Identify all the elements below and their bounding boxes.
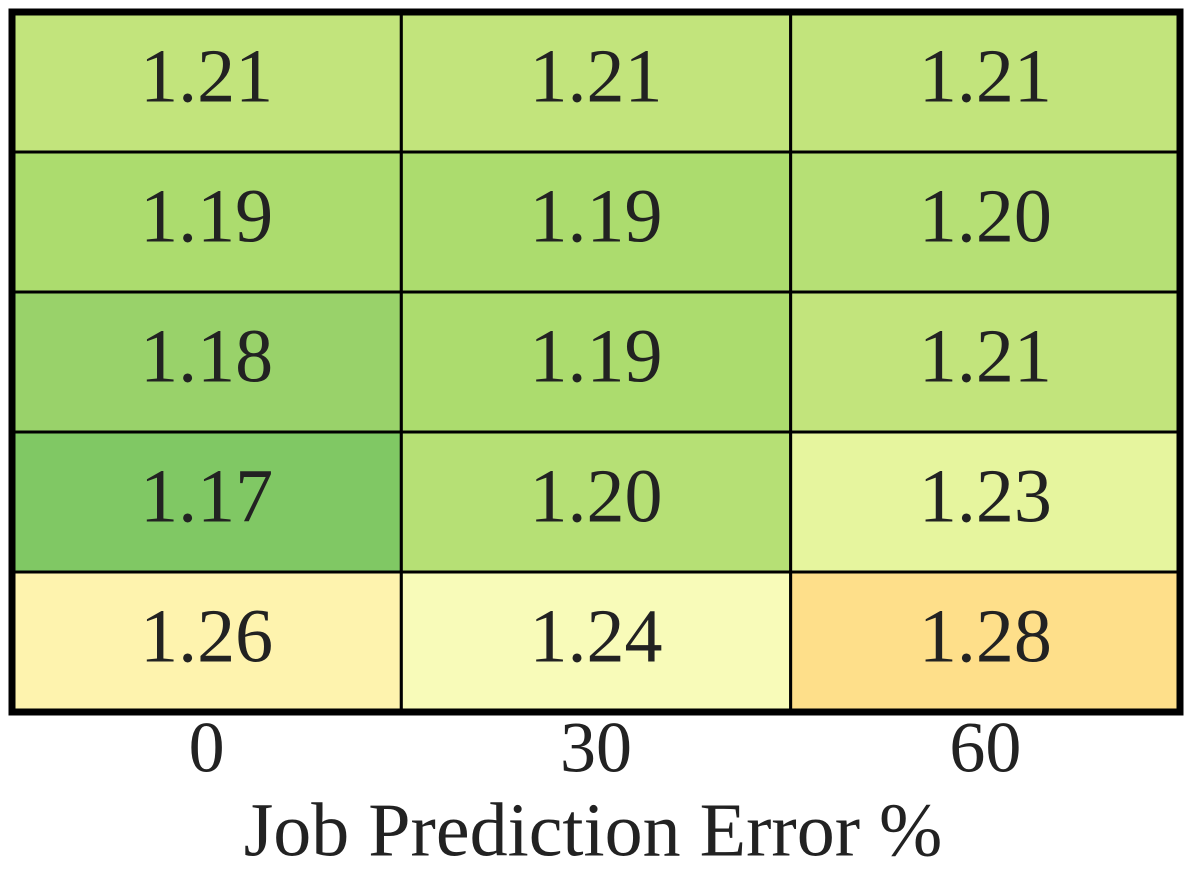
cell-label: 1.21 [530, 34, 663, 118]
heatmap-cell [10, 150, 403, 294]
x-tick-label: 30 [560, 708, 632, 788]
x-tick-label: 60 [949, 708, 1021, 788]
cell-label: 1.17 [140, 454, 273, 538]
x-axis-label: Job Prediction Error % [244, 788, 943, 872]
cell-label: 1.19 [140, 174, 273, 258]
heatmap-cell [399, 10, 793, 154]
heatmap-cell [10, 430, 403, 574]
cell-label: 1.24 [530, 594, 663, 678]
cell-label: 1.20 [919, 174, 1052, 258]
heatmap-cell [399, 570, 793, 714]
x-tick-label: 0 [189, 708, 225, 788]
cell-label: 1.19 [530, 174, 663, 258]
heatmap-cell [10, 10, 403, 154]
heatmap-border [8, 8, 1184, 716]
cell-label: 1.21 [140, 34, 273, 118]
heatmap-cell [789, 150, 1182, 294]
cell-label: 1.26 [140, 594, 273, 678]
cell-label: 1.18 [140, 314, 273, 398]
cell-label: 1.23 [919, 454, 1052, 538]
heatmap-cell [789, 430, 1182, 574]
cell-label: 1.28 [919, 594, 1052, 678]
cell-label: 1.21 [919, 34, 1052, 118]
cell-label: 1.20 [530, 454, 663, 538]
heatmap-cell [399, 290, 793, 434]
cell-label: 1.19 [530, 314, 663, 398]
cell-label: 1.21 [919, 314, 1052, 398]
